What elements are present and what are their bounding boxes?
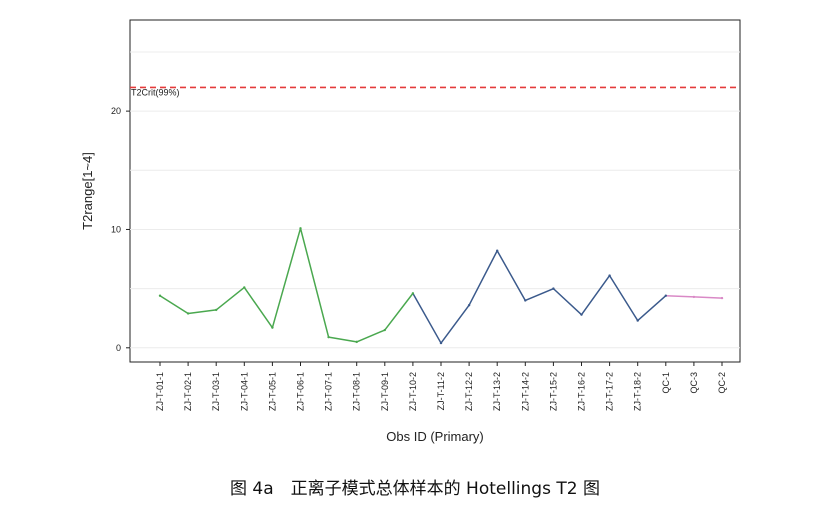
data-point: [215, 308, 218, 312]
data-point: [355, 340, 358, 344]
y-tick-label: 20: [111, 106, 121, 116]
data-point: [608, 274, 611, 277]
x-tick-label: ZJ-T-09-1: [380, 372, 390, 411]
x-tick-label: ZJ-T-06-1: [296, 372, 306, 411]
y-tick-label: 0: [116, 343, 121, 353]
figure-caption: 图 4a 正离子模式总体样本的 Hotellings T2 图: [230, 479, 600, 499]
x-tick-label: ZJ-T-16-2: [577, 372, 587, 411]
data-point: [692, 295, 696, 299]
x-tick-label: QC-1: [661, 372, 671, 394]
x-tick-label: ZJ-T-10-2: [408, 372, 418, 411]
data-point: [383, 328, 386, 332]
x-tick-label: ZJ-T-08-1: [352, 372, 362, 411]
data-point: [186, 312, 190, 315]
series-lines: [158, 227, 724, 345]
data-point: [467, 303, 471, 307]
x-tick-label: ZJ-T-03-1: [211, 372, 221, 411]
x-tick-label: ZJ-T-15-2: [548, 372, 558, 411]
x-tick-label: QC-2: [717, 372, 727, 394]
data-point: [158, 294, 162, 297]
x-tick-label: QC-3: [689, 372, 699, 394]
hotellings-t2-chart: 0 10 20 ZJ-T-01-1 ZJ-T-02-1 ZJ-T-03-1 ZJ-T-04…: [80, 19, 741, 444]
y-axis-ticks: 0 10 20: [111, 106, 130, 353]
data-point: [636, 319, 639, 322]
x-tick-label: ZJ-T-14-2: [520, 372, 530, 411]
data-point: [327, 335, 330, 339]
data-point: [496, 249, 499, 252]
x-tick-label: ZJ-T-18-2: [633, 372, 643, 411]
x-tick-label: ZJ-T-01-1: [155, 372, 165, 411]
plot-frame: [129, 19, 741, 363]
data-point: [439, 341, 443, 345]
data-point: [411, 292, 415, 295]
y-axis-title: T2range[1~4]: [80, 152, 95, 230]
series-line-segment: [159, 227, 414, 343]
x-axis-title: Obs ID (Primary): [386, 429, 484, 444]
t2-critical-label: T2Crit(99%): [131, 87, 180, 97]
x-tick-label: ZJ-T-05-1: [267, 372, 277, 411]
data-point: [524, 299, 527, 302]
x-tick-label: ZJ-T-12-2: [464, 372, 474, 411]
data-point: [299, 227, 302, 230]
series-line-segment: [412, 250, 667, 344]
data-point: [580, 313, 583, 316]
data-point: [552, 287, 555, 290]
data-point: [243, 286, 246, 289]
x-tick-label: ZJ-T-07-1: [324, 372, 334, 411]
x-tick-label: ZJ-T-02-1: [183, 372, 193, 411]
data-point: [271, 326, 274, 329]
data-point: [720, 296, 724, 300]
critical-limit: T2Crit(99%): [130, 86, 740, 97]
x-tick-label: ZJ-T-04-1: [239, 372, 249, 411]
x-tick-label: ZJ-T-11-2: [436, 372, 446, 410]
y-tick-label: 10: [111, 224, 121, 234]
x-tick-label: ZJ-T-13-2: [492, 372, 502, 411]
x-axis-ticks: ZJ-T-01-1 ZJ-T-02-1 ZJ-T-03-1 ZJ-T-04-1 ZJ-T…: [155, 362, 727, 411]
data-point: [664, 294, 667, 297]
grid-lines: [130, 51, 740, 349]
x-tick-label: ZJ-T-17-2: [605, 372, 615, 411]
